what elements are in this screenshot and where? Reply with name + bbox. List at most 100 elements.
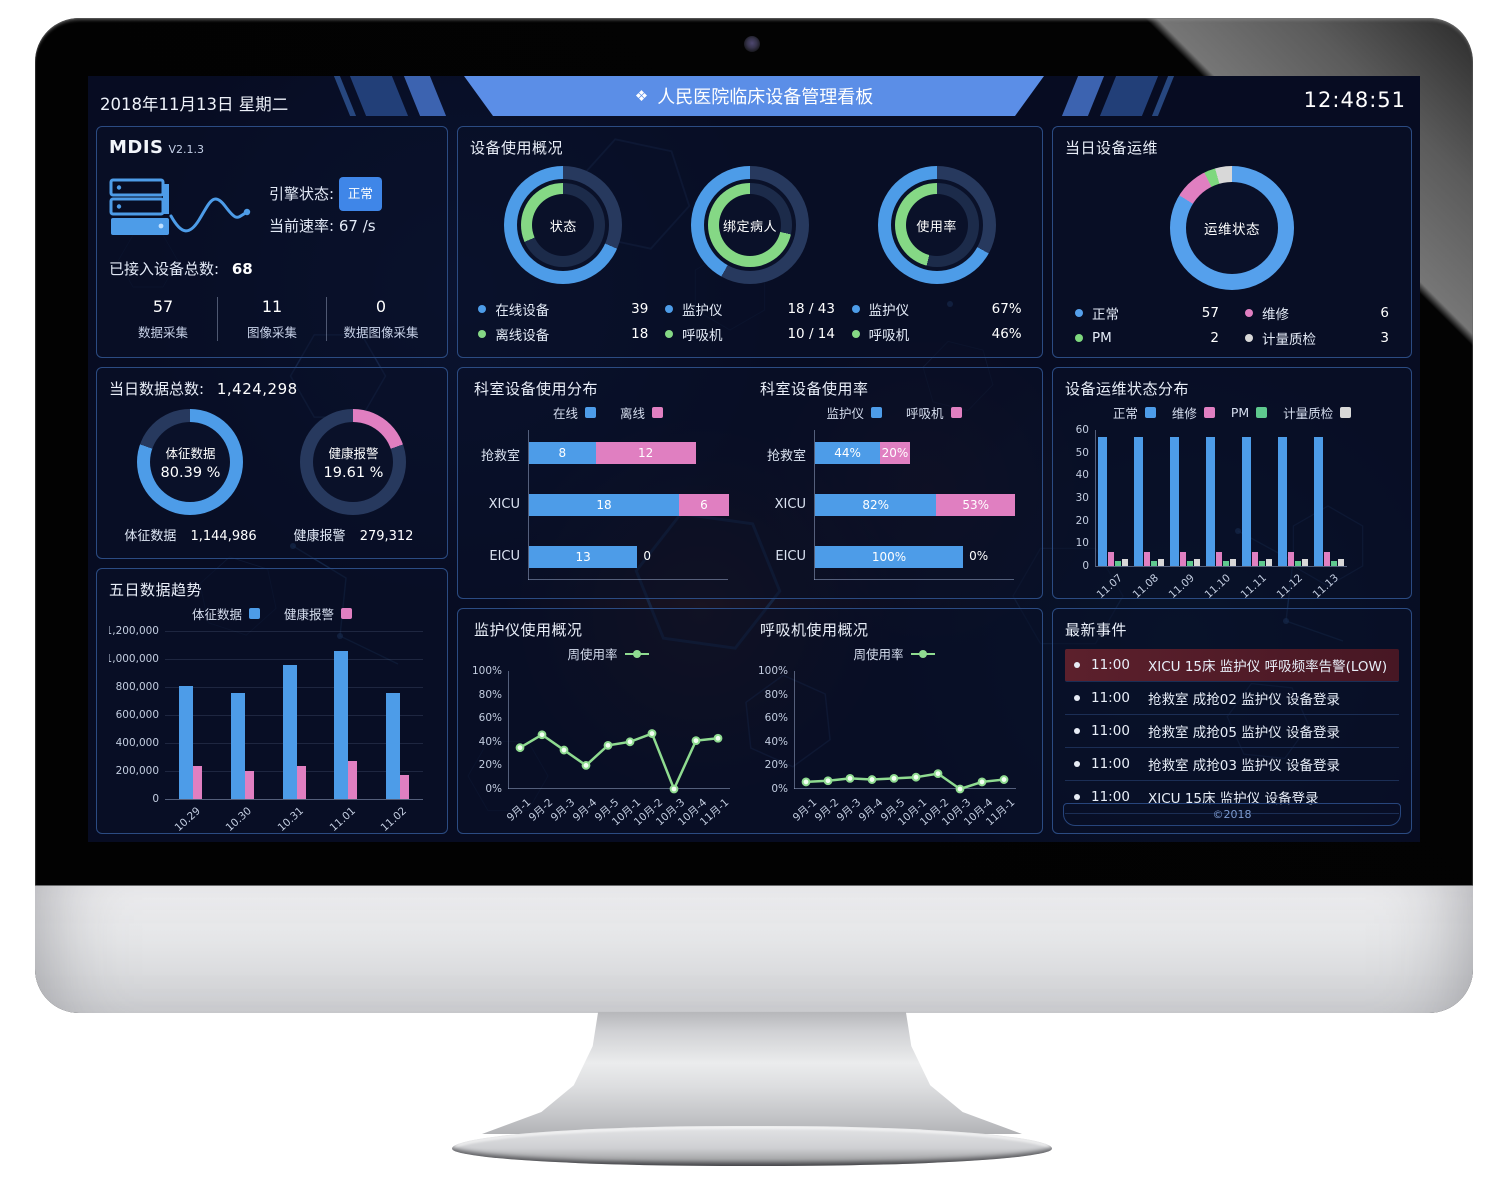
legend-pm[interactable]: PM 2 (1075, 325, 1219, 350)
bar (334, 650, 349, 799)
legend-offline[interactable]: 离线 (620, 403, 664, 422)
bound-patient-donut-chart: 绑定病人 (690, 166, 809, 284)
monitor-chin (35, 885, 1473, 1013)
legend-metrology[interactable]: 计量质检 3 (1244, 325, 1389, 350)
legend-metrology[interactable]: 计量质检 (1283, 403, 1352, 422)
event-text: 抢救室 成抢02 监护仪 设备登录 (1148, 692, 1341, 708)
five-day-bar-chart: 0 200,000 400,000 600,000 800,000 1,000,000 1,… (109, 625, 435, 834)
legend-dot (851, 329, 860, 338)
monitor-stand-base (452, 1126, 1052, 1166)
line-point (801, 777, 811, 787)
event-list: 11:00 XICU 15床 监护仪 呼吸频率告警(LOW) 11:00 抢救室 成抢… (1065, 649, 1399, 814)
legend-ventilator[interactable]: 呼吸机 (906, 403, 962, 422)
chart-area: 0 10 20 30 40 50 60 11.07 11.08 11.09 11.10 11.11 11… (1065, 424, 1399, 601)
event-bullet-icon (1074, 728, 1080, 734)
bar (1302, 559, 1308, 566)
bar (1331, 561, 1337, 566)
legend-chip (585, 407, 596, 418)
y-tick-label: 80% (764, 688, 788, 701)
legend-ventilator[interactable]: 呼吸机 46% (851, 321, 1022, 346)
event-time: 11:00 (1091, 690, 1130, 706)
legend-monitor[interactable]: 监护仪 18 / 43 (664, 296, 835, 321)
mdis-title: MDIS V2.1.3 (109, 137, 435, 158)
status-donut-chart: 状态 (504, 166, 623, 284)
legend-chip (871, 407, 882, 418)
legend-monitor[interactable]: 监护仪 67% (851, 296, 1022, 321)
event-time: 11:00 (1091, 657, 1130, 673)
legend-pm[interactable]: PM (1231, 403, 1268, 422)
category-axis: 抢救室 XICU EICU (758, 430, 814, 580)
x-axis-line (528, 579, 728, 580)
y-tick-label: 100% (757, 665, 788, 677)
event-row[interactable]: 11:00 抢救室 成抢02 监护仪 设备登录 (1065, 682, 1399, 715)
donut-center-label: 使用率 (905, 194, 968, 256)
y-tick-label: 10 (1075, 537, 1089, 550)
event-row[interactable]: 11:00 抢救室 成抢05 监护仪 设备登录 (1065, 715, 1399, 748)
event-row[interactable]: 11:00 抢救室 成抢03 监护仪 设备登录 (1065, 748, 1399, 781)
legend-dot (478, 329, 487, 338)
row-label: XICU (488, 497, 520, 512)
bar (385, 692, 400, 799)
usage-rate-donut-chart: 使用率 (877, 166, 996, 284)
legend-monitor[interactable]: 监护仪 (826, 403, 882, 422)
daily-data-title: 当日数据总数: 1,424,298 (109, 378, 435, 399)
y-tick-label: 400,000 (115, 737, 159, 749)
event-row-alert[interactable]: 11:00 XICU 15床 监护仪 呼吸频率告警(LOW) (1065, 649, 1399, 682)
bar (1259, 561, 1265, 566)
row-label: 抢救室 (766, 449, 806, 464)
legend-chip (950, 407, 962, 418)
bar (296, 766, 306, 799)
bar-segment: 44% (815, 442, 881, 464)
alerts-donut-chart: 健康报警 19.61 % (300, 409, 407, 515)
line-point (603, 740, 613, 750)
date-label: 2018年11月13日 星期二 (100, 95, 289, 114)
legend-normal[interactable]: 正常 (1113, 403, 1156, 422)
legend-offline[interactable]: 离线设备 18 (478, 321, 648, 346)
y-tick-label: 0 (1082, 560, 1089, 572)
legend-repair[interactable]: 维修 6 (1244, 300, 1389, 325)
line-legend-mark (910, 649, 935, 658)
row-label: EICU (489, 549, 520, 564)
bar (282, 664, 297, 799)
y-axis-line (1095, 430, 1096, 566)
stat-value: 11 (261, 297, 283, 316)
legend-online[interactable]: 在线 (553, 403, 596, 422)
left-column: MDIS V2.1.3 (96, 126, 448, 834)
bar (1187, 561, 1193, 566)
bar (1295, 561, 1301, 566)
legend-weekly-usage[interactable]: 周使用率 (567, 644, 649, 663)
ops-distribution-chart: 0 10 20 30 40 50 60 11.07 11.08 11.09 11.10 11.11 11… (1065, 424, 1399, 601)
legend-weekly-usage[interactable]: 周使用率 (853, 644, 935, 663)
legend-chip (1256, 407, 1268, 418)
legend-vitals[interactable]: 体征数据 (192, 604, 260, 623)
legend-online[interactable]: 在线设备 39 (478, 296, 648, 321)
x-axis-line (814, 579, 1014, 580)
y-axis-line (528, 430, 529, 580)
line-point (625, 737, 635, 747)
bar (1324, 552, 1330, 566)
header-stripe (1061, 76, 1105, 116)
chart-area: 0% 20% 40% 60% 80% 100% 9月-1 9月-2 9月-3 9月-4 9月-5 10… (472, 665, 744, 828)
legend-normal[interactable]: 正常 57 (1075, 300, 1219, 325)
bar (1288, 552, 1294, 566)
line-point (845, 773, 855, 783)
legend-ventilator[interactable]: 呼吸机 10 / 14 (664, 321, 835, 346)
bar-segment: 13 (529, 546, 638, 568)
bar (1134, 436, 1143, 566)
y-axis-line (508, 671, 509, 789)
line-point (955, 784, 965, 794)
bar (1230, 559, 1236, 566)
legend-alerts[interactable]: 健康报警 (284, 604, 353, 623)
events-title: 最新事件 (1065, 621, 1128, 639)
plot-area: 44% 20% 82% 53% 100% 0% (814, 430, 1015, 580)
y-tick-label: 40% (478, 735, 502, 748)
ventilator-usage-legend: 周使用率 (758, 644, 1030, 663)
legend-repair[interactable]: 维修 (1172, 403, 1215, 422)
y-tick-label: 60% (478, 712, 502, 725)
monitor-usage-block: 监护仪使用概况 周使用率 0% 20% 40% 60% (472, 619, 744, 828)
header-stripe (349, 76, 409, 116)
category-axis: 抢救室 XICU EICU (472, 430, 528, 580)
bar (1122, 559, 1128, 566)
ops-status-donut-chart: 运维状态 (1170, 166, 1294, 290)
